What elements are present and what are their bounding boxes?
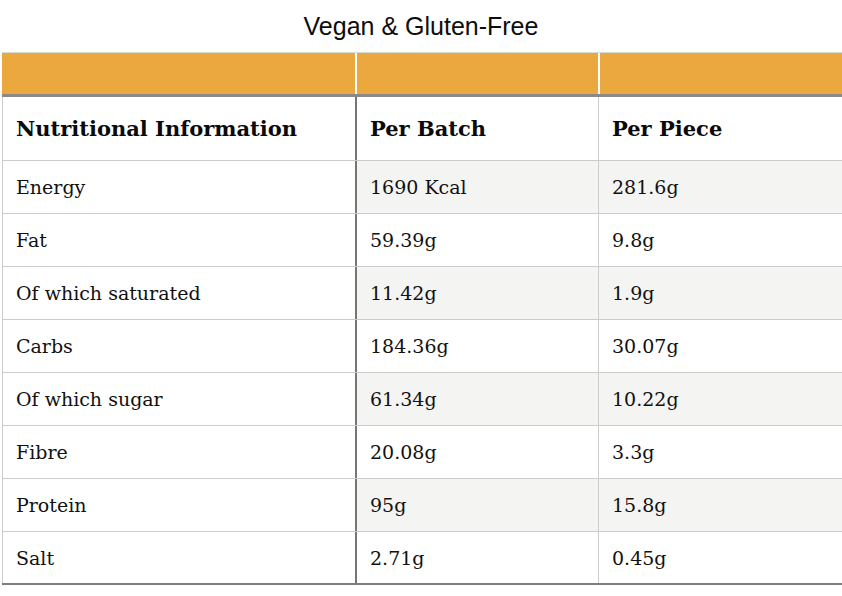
per-piece-value: 9.8g — [598, 214, 842, 266]
column-header-per-piece: Per Piece — [598, 97, 842, 160]
row-label: Protein — [2, 479, 355, 531]
per-batch-value: 184.36g — [355, 320, 598, 372]
table-row: Carbs184.36g30.07g — [2, 320, 842, 373]
per-piece-value: 30.07g — [598, 320, 842, 372]
per-batch-value: 95g — [355, 479, 598, 531]
per-piece-value: 0.45g — [598, 532, 842, 583]
per-piece-value: 1.9g — [598, 267, 842, 319]
per-piece-value: 3.3g — [598, 426, 842, 478]
row-label: Fibre — [2, 426, 355, 478]
per-batch-value: 61.34g — [355, 373, 598, 425]
row-label: Energy — [2, 161, 355, 213]
column-header-nutritional-information: Nutritional Information — [2, 97, 355, 160]
nutrition-table: Nutritional Information Per Batch Per Pi… — [2, 52, 842, 585]
accent-band-cell — [598, 53, 842, 94]
per-piece-value: 281.6g — [598, 161, 842, 213]
table-row: Energy1690 Kcal281.6g — [2, 161, 842, 214]
table-row: Fibre20.08g3.3g — [2, 426, 842, 479]
per-piece-value: 10.22g — [598, 373, 842, 425]
row-label: Salt — [2, 532, 355, 583]
per-batch-value: 59.39g — [355, 214, 598, 266]
row-label: Of which sugar — [2, 373, 355, 425]
table-body: Energy1690 Kcal281.6gFat59.39g9.8gOf whi… — [2, 161, 842, 585]
accent-band-cell — [355, 53, 598, 94]
table-row: Salt2.71g0.45g — [2, 532, 842, 585]
row-label: Of which saturated — [2, 267, 355, 319]
page-title: Vegan & Gluten-Free — [0, 12, 842, 41]
accent-band-cell — [2, 53, 355, 94]
table-accent-band — [2, 52, 842, 97]
table-row: Of which saturated11.42g1.9g — [2, 267, 842, 320]
per-piece-value: 15.8g — [598, 479, 842, 531]
table-header-row: Nutritional Information Per Batch Per Pi… — [2, 97, 842, 161]
table-row: Protein95g15.8g — [2, 479, 842, 532]
row-label: Fat — [2, 214, 355, 266]
per-batch-value: 11.42g — [355, 267, 598, 319]
per-batch-value: 2.71g — [355, 532, 598, 583]
table-row: Of which sugar61.34g10.22g — [2, 373, 842, 426]
per-batch-value: 20.08g — [355, 426, 598, 478]
row-label: Carbs — [2, 320, 355, 372]
table-row: Fat59.39g9.8g — [2, 214, 842, 267]
column-header-per-batch: Per Batch — [355, 97, 598, 160]
per-batch-value: 1690 Kcal — [355, 161, 598, 213]
